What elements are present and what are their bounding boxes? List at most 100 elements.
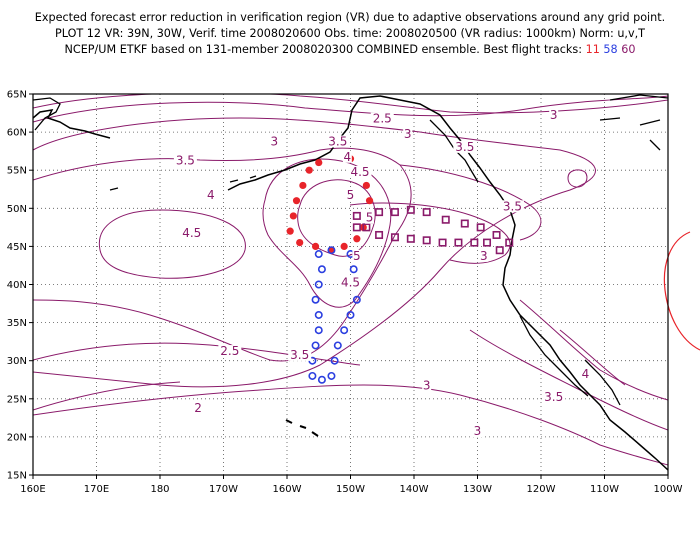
- lat-axis-labels: 65N 60N 55N 50N 45N 40N 35N 30N 25N 20N 15N: [7, 90, 33, 482]
- contour-label-bg: [580, 367, 590, 380]
- contour-3-east: [349, 202, 511, 264]
- track-11-point: [305, 166, 313, 174]
- contour-5-ring: [297, 179, 376, 257]
- contour-3-southeast: [469, 329, 668, 431]
- lon-label: 140W: [400, 484, 429, 495]
- contour-label-bg: [479, 249, 489, 262]
- track-60-point: [460, 219, 469, 228]
- track-60-point: [441, 215, 450, 224]
- contour-label-bg: [348, 166, 372, 179]
- contour-label-bg: [365, 211, 375, 224]
- lon-label: 150W: [336, 484, 365, 495]
- contour-4-5-ring: [262, 158, 392, 308]
- contour-label: 2.5: [373, 112, 392, 126]
- contour-label-bg: [473, 425, 482, 438]
- lon-label: 100W: [654, 484, 683, 495]
- lon-label: 160E: [20, 484, 45, 495]
- track-60-point: [470, 238, 479, 247]
- contour-label-bg: [370, 112, 394, 125]
- coast-baja: [519, 315, 589, 397]
- flight-tracks: [286, 155, 514, 384]
- contour-4-5-west: [98, 209, 246, 279]
- plot-header: Expected forecast error reduction in ver…: [0, 0, 700, 90]
- track-11-point: [315, 158, 323, 167]
- lat-label: 20N: [7, 432, 27, 443]
- track-58-point: [327, 246, 336, 255]
- lon-label: 170E: [84, 484, 109, 495]
- coastline: [33, 94, 668, 471]
- lat-label: 55N: [7, 166, 27, 177]
- contour-label: 4.5: [341, 276, 360, 290]
- track-11-point: [299, 181, 307, 190]
- track-11-point: [311, 242, 320, 250]
- track-11-point: [362, 181, 370, 190]
- contour-label-bg: [500, 200, 524, 213]
- contour-label-bg: [288, 348, 312, 361]
- title-line-2: PLOT 12 VR: 39N, 30W, Verif. time 200802…: [55, 27, 645, 40]
- contour-label: 4.5: [350, 165, 369, 179]
- lon-axis-labels: 160E 170E 180 170W 160W 150W 140W 130W 120W 110W 1…: [20, 475, 683, 495]
- track-60-point: [375, 230, 384, 239]
- track-11-point: [365, 197, 374, 205]
- lat-label: 30N: [7, 356, 27, 367]
- contour-label: 3: [270, 135, 278, 149]
- contour-label-bg: [269, 135, 279, 148]
- coast-canada-islands: [429, 94, 668, 183]
- track-60-point: [505, 238, 514, 247]
- contour-label: 2.5: [220, 344, 239, 358]
- lat-label: 45N: [7, 242, 27, 253]
- contour-label: 5: [353, 249, 361, 263]
- track-60-point: [483, 238, 492, 247]
- contour-label-bg: [346, 188, 355, 201]
- contour-label: 3: [404, 127, 412, 141]
- track-60-point: [375, 208, 384, 217]
- contour-label-bg: [326, 135, 350, 148]
- title-line-3-text: NCEP/UM ETKF based on 131-member 2008020…: [64, 43, 583, 56]
- lat-label: 15N: [7, 471, 27, 482]
- track-58-point: [346, 310, 355, 319]
- track-11-point: [296, 238, 304, 247]
- track-58-point: [311, 341, 320, 350]
- contour-2-south: [33, 381, 181, 411]
- title-line-1: Expected forecast error reduction in ver…: [34, 11, 666, 24]
- track-58-point: [317, 265, 326, 274]
- contour-label-bg: [422, 379, 432, 392]
- lon-label: 130W: [463, 484, 492, 495]
- contour-label: 3.5: [455, 140, 474, 154]
- track-58-point: [349, 265, 358, 274]
- track-60-point: [422, 208, 431, 217]
- title-line-3: NCEP/UM ETKF based on 131-member 2008020…: [0, 43, 700, 56]
- vr-circle-arc: [663, 231, 700, 351]
- track-11-point: [289, 212, 297, 220]
- track-58-point: [314, 310, 323, 319]
- contour-label-bg: [339, 276, 362, 289]
- track-58-point: [330, 356, 339, 365]
- track-58-point: [314, 250, 323, 259]
- contour-label: 2: [194, 401, 202, 415]
- lat-label: 25N: [7, 394, 27, 405]
- contour-label-bg: [342, 150, 352, 163]
- lat-label: 50N: [7, 204, 27, 215]
- track-60-point: [362, 223, 371, 232]
- contour-3-small: [567, 169, 588, 188]
- contour-label-bg: [206, 188, 216, 201]
- coast-mexico-west: [584, 359, 621, 406]
- contour-label-bg: [549, 108, 559, 121]
- contour-label: 3.5: [503, 199, 522, 213]
- track-58-label: 58: [603, 43, 618, 56]
- lat-label: 65N: [7, 90, 27, 101]
- contour-3-south: [33, 384, 668, 466]
- track-60-label: 60: [621, 43, 636, 56]
- track-11-point: [353, 235, 361, 243]
- coast-alaska: [33, 95, 668, 471]
- track-58-point: [352, 295, 361, 304]
- lon-label: 120W: [527, 484, 556, 495]
- contour-label: 4.5: [182, 226, 201, 240]
- coast-aleutians: [109, 175, 257, 191]
- lat-label: 35N: [7, 318, 27, 329]
- lon-label: 170W: [209, 484, 238, 495]
- track-60-point: [438, 238, 447, 247]
- track-58-point: [317, 375, 326, 384]
- contour-label-bg: [542, 390, 566, 403]
